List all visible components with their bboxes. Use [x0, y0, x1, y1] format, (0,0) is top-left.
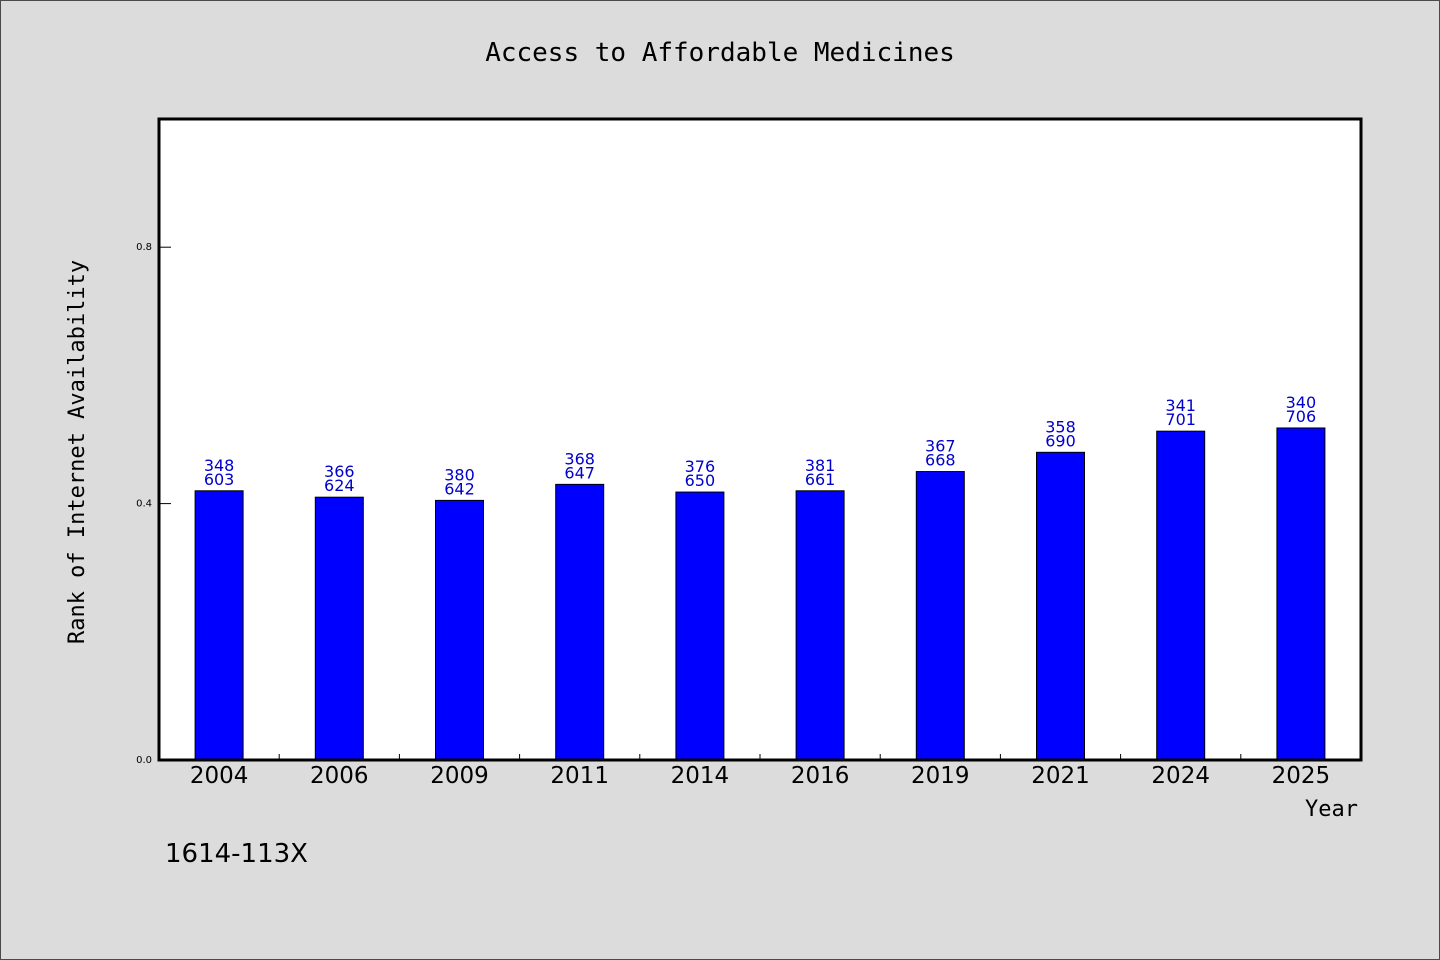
bar-label-top-2019: 367	[925, 437, 956, 456]
bar-label-bottom-2004: 603	[204, 470, 235, 489]
y-tick-label: 0.0	[136, 755, 152, 766]
bar-label-bottom-2019: 668	[925, 451, 956, 470]
bar-2004	[194, 490, 244, 761]
bars-group	[194, 427, 1326, 761]
x-tick-label-2009: 2009	[430, 763, 489, 789]
bar-label-bottom-2016: 661	[805, 470, 836, 489]
x-axis-ticks: 2004 2006 2009 2011 2014 2016 2019 2021 2024 2025	[190, 754, 1330, 789]
x-tick-label-2024: 2024	[1151, 763, 1210, 789]
y-axis-label: Rank of Internet Availability	[65, 260, 90, 644]
x-tick-label-2014: 2014	[671, 763, 730, 789]
bar-label-bottom-2024: 701	[1165, 410, 1196, 429]
bar-2021	[1036, 451, 1085, 761]
bar-label-top-2011: 368	[564, 449, 595, 468]
x-tick-label-2021: 2021	[1031, 763, 1090, 789]
bar-label-top-2016: 381	[805, 456, 836, 475]
bar-2014	[675, 491, 725, 761]
y-tick-label: 0.8	[136, 242, 152, 253]
bar-label-top-2014: 376	[685, 457, 716, 476]
bar-label-top-2021: 358	[1045, 417, 1076, 436]
bar-label-bottom-2025: 706	[1286, 407, 1317, 426]
bar-label-top-2006: 366	[324, 462, 355, 481]
bar-label-bottom-2011: 647	[564, 463, 595, 482]
x-tick-label-2025: 2025	[1272, 763, 1331, 789]
bar-2011	[555, 483, 605, 761]
bar-label-bottom-2009: 642	[444, 479, 475, 498]
bar-label-bottom-2006: 624	[324, 476, 355, 495]
x-tick-label-2011: 2011	[550, 763, 609, 789]
chart-title: Access to Affordable Medicines	[485, 38, 955, 68]
x-tick-label-2004: 2004	[190, 763, 249, 789]
bar-label-top-2009: 380	[444, 465, 475, 484]
bar-label-bottom-2014: 650	[685, 471, 716, 490]
bar-2006	[314, 496, 364, 761]
x-axis-label: Year	[1305, 797, 1358, 822]
bar-label-top-2004: 348	[204, 456, 235, 475]
x-tick-label-2006: 2006	[310, 763, 369, 789]
plot-frame	[157, 117, 1363, 762]
x-tick-label-2016: 2016	[791, 763, 850, 789]
bar-2009	[435, 499, 484, 761]
y-tick-label: 0.4	[136, 499, 152, 510]
bar-label-bottom-2021: 690	[1045, 431, 1076, 450]
bar-2019	[915, 471, 965, 761]
bar-2025	[1276, 427, 1326, 761]
bar-2024	[1156, 430, 1206, 761]
bar-label-top-2024: 341	[1165, 396, 1196, 415]
footnote-code: 1614-113X	[165, 839, 308, 869]
bar-label-top-2025: 340	[1286, 393, 1317, 412]
x-tick-label-2019: 2019	[911, 763, 970, 789]
bar-2016	[795, 490, 845, 761]
